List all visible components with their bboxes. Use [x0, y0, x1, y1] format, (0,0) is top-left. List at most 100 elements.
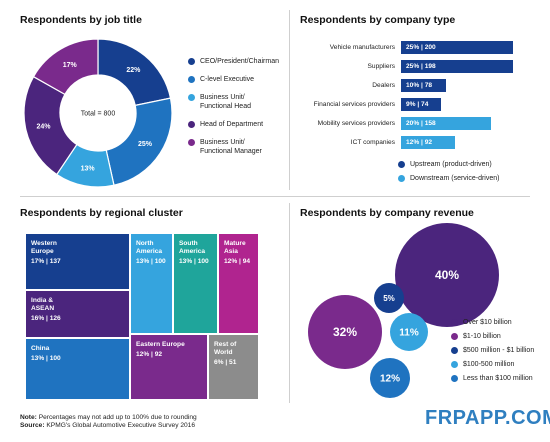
- company-type-chart-title: Respondents by company type: [300, 14, 456, 26]
- legend-swatch: [188, 121, 195, 128]
- legend-swatch: [398, 161, 405, 168]
- legend-item: Business Unit/ Functional Head: [188, 93, 288, 111]
- legend-swatch: [188, 139, 195, 146]
- legend-label: C-level Executive: [200, 76, 255, 83]
- bubble-label: 5%: [383, 294, 395, 303]
- regional-chart-title: Respondents by regional cluster: [20, 207, 183, 219]
- treemap-cell: Mature Asia 12% | 94: [218, 233, 259, 334]
- treemap-cell-name: Mature Asia: [224, 240, 246, 255]
- treemap-cell: South America 13% | 100: [173, 233, 218, 334]
- bar-category-label: Suppliers: [367, 63, 396, 70]
- legend-item: C-level Executive: [188, 75, 288, 84]
- legend-item: Less than $100 million: [451, 374, 550, 383]
- donut-slice-label: 24%: [37, 123, 52, 130]
- treemap-cell: Eastern Europe 12% | 92: [130, 334, 208, 400]
- bar: 20% | 158: [401, 117, 491, 130]
- treemap-cell-value: 13% | 100: [136, 258, 166, 265]
- treemap-cell-value: 6% | 51: [214, 359, 237, 366]
- treemap-cell-value: 17% | 137: [31, 258, 61, 265]
- legend-swatch: [451, 319, 458, 326]
- bubble-label: 11%: [399, 328, 419, 339]
- source-text: KPMG's Global Automotive Executive Surve…: [46, 422, 195, 429]
- legend-label: Downstream (service-driven): [410, 175, 500, 182]
- legend-item: $500 million - $1 billion: [451, 346, 550, 355]
- legend-label: CEO/President/Chairman: [200, 58, 279, 65]
- bar-category-label: Financial services providers: [313, 101, 395, 108]
- job-title-chart-title: Respondents by job title: [20, 14, 142, 26]
- legend-label: Less than $100 million: [463, 375, 533, 382]
- donut-slice-label: 25%: [138, 141, 153, 148]
- bar-row: Financial services providers 9% | 74: [285, 98, 442, 111]
- donut-slice: [32, 38, 99, 96]
- bar: 25% | 200: [401, 41, 513, 54]
- note-label: Note:: [20, 414, 37, 421]
- treemap-cell: North America 13% | 100: [130, 233, 173, 334]
- treemap-cell: Rest of World 6% | 51: [208, 334, 259, 400]
- bubble-label: 40%: [435, 268, 459, 282]
- legend-label: $1-10 billion: [463, 333, 501, 340]
- bubble: [395, 223, 499, 327]
- revenue-chart-title: Respondents by company revenue: [300, 207, 474, 219]
- note-text: Percentages may not add up to 100% due t…: [38, 414, 197, 421]
- legend-swatch: [451, 375, 458, 382]
- bubble-label: 32%: [333, 325, 357, 339]
- vertical-divider-bottom: [289, 203, 290, 403]
- treemap-cell-value: 13% | 100: [179, 258, 209, 265]
- legend-label: Head of Department: [200, 121, 264, 128]
- legend-label: $100-500 million: [463, 361, 515, 368]
- legend-label: Business Unit/ Functional Head: [200, 94, 251, 110]
- source-label: Source:: [20, 422, 45, 429]
- bar-category-label: Mobility services providers: [317, 120, 395, 127]
- legend-label: Over $10 billion: [463, 319, 512, 326]
- bar-category-label: Dealers: [372, 82, 395, 89]
- legend-swatch: [451, 347, 458, 354]
- legend-item: Downstream (service-driven): [398, 174, 538, 183]
- bar: 25% | 198: [401, 60, 513, 73]
- job-title-legend: CEO/President/Chairman C-level Executive B…: [188, 57, 288, 165]
- bar-row: ICT companies 12% | 92: [285, 136, 455, 149]
- revenue-legend: Over $10 billion $1-10 billion $500 millio…: [451, 318, 550, 388]
- legend-swatch: [451, 361, 458, 368]
- donut-slice-label: 22%: [126, 67, 141, 74]
- legend-swatch: [188, 76, 195, 83]
- donut-slice-label: 17%: [63, 62, 78, 69]
- watermark: FRPAPP.COM: [425, 407, 550, 429]
- revenue-bubble-chart: 40% 32% 5% 11% 12%: [308, 223, 499, 398]
- bubble-label: 12%: [380, 374, 400, 385]
- legend-swatch: [451, 333, 458, 340]
- treemap-cell: China 13% | 100: [25, 338, 130, 400]
- bar: 9% | 74: [401, 98, 442, 111]
- treemap-cell-name: Eastern Europe: [136, 341, 185, 348]
- legend-item: $100-500 million: [451, 360, 550, 369]
- treemap-cell: Western Europe 17% | 137: [25, 233, 130, 290]
- bar-category-label: ICT companies: [350, 139, 395, 146]
- footnote: Note: Percentages may not add up to 100%…: [20, 414, 197, 430]
- treemap-cell-value: 12% | 94: [224, 258, 251, 265]
- legend-swatch: [188, 94, 195, 101]
- job-title-donut-chart: 22% 25% 13% 24% 17% Total = 800: [23, 38, 173, 188]
- bubble: [374, 283, 404, 313]
- treemap-cell: India & ASEAN 16% | 126: [25, 290, 130, 338]
- bubble: [390, 313, 428, 351]
- legend-swatch: [188, 58, 195, 65]
- treemap-cell-name: South America: [179, 240, 206, 255]
- horizontal-divider: [20, 196, 530, 197]
- legend-label: Business Unit/ Functional Manager: [200, 139, 262, 155]
- treemap-cell-name: China: [31, 345, 50, 352]
- treemap-cell-name: Rest of World: [214, 341, 237, 356]
- legend-swatch: [398, 175, 405, 182]
- bar-row: Dealers 10% | 78: [285, 79, 446, 92]
- legend-item: Upstream (product-driven): [398, 160, 538, 169]
- donut-slice-label: 13%: [81, 166, 96, 173]
- treemap-cell-value: 12% | 92: [136, 351, 163, 358]
- donut-center-label: Total = 800: [81, 111, 116, 118]
- treemap-cell-value: 13% | 100: [31, 355, 61, 362]
- bar-row: Mobility services providers 20% | 158: [285, 117, 491, 130]
- company-type-legend: Upstream (product-driven) Downstream (ser…: [398, 160, 538, 188]
- legend-item: $1-10 billion: [451, 332, 550, 341]
- treemap-cell-value: 16% | 126: [31, 315, 61, 322]
- bar-row: Suppliers 25% | 198: [285, 60, 513, 73]
- legend-item: CEO/President/Chairman: [188, 57, 288, 66]
- legend-item: Head of Department: [188, 120, 288, 129]
- bar-category-label: Vehicle manufacturers: [329, 44, 395, 51]
